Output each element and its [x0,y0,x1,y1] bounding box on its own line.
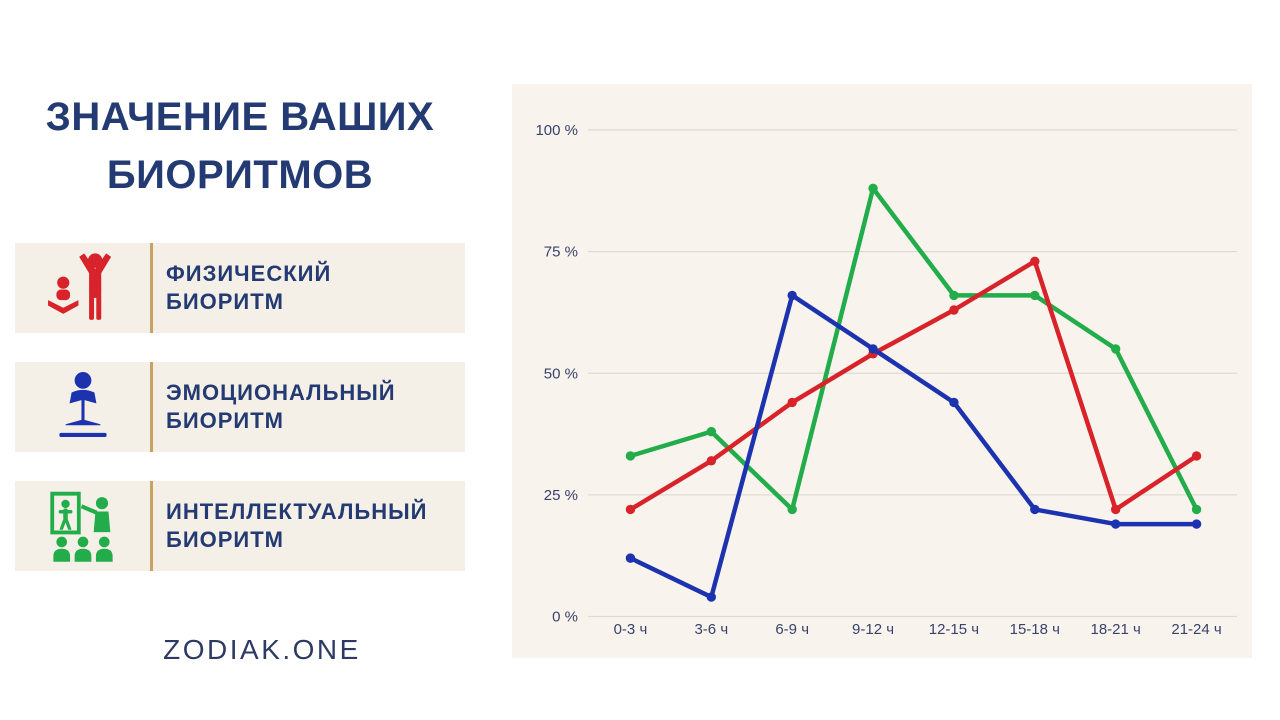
chart-panel: 0 % 25 % 50 % 75 % 100 % 0-3 ч 3-6 ч 6-9 ч 9-12 … [512,84,1252,658]
emotional-series-point [1191,519,1202,529]
intellectual-series-point [706,426,717,437]
legend-label-line-2: БИОРИТМ [166,527,284,552]
x-axis-tick-label: 12-15 ч [929,621,979,638]
emotional-series-point [868,344,878,354]
intellectual-series-point [1191,504,1202,515]
legend-divider [150,243,153,333]
physical-series-point [1110,504,1121,515]
legend-divider [150,481,153,571]
x-axis-tick-label: 3-6 ч [694,621,728,638]
emotional-series-point [949,397,959,408]
physical-series-point [1030,256,1040,267]
y-axis-tick-label: 0 % [552,609,578,626]
legend-item-intellectual-biorhythm: ИНТЕЛЛЕКТУАЛЬНЫЙ БИОРИТМ [15,481,465,571]
biorhythm-line-chart: 0 % 25 % 50 % 75 % 100 % 0-3 ч 3-6 ч 6-9 ч 9-12 … [535,122,1237,638]
person-reading-book-icon [15,362,150,452]
legend-item-physical-biorhythm: ФИЗИЧЕСКИЙ БИОРИТМ [15,243,465,333]
y-axis-tick-label: 50 % [544,365,578,382]
intellectual-series-point [625,451,636,461]
x-axis-tick-label: 15-18 ч [1010,621,1060,638]
intellectual-series-point [1110,344,1121,354]
intellectual-series-point [1030,290,1040,301]
title-line-2: БИОРИТМОВ [106,153,374,197]
physical-series-point [787,397,797,408]
legend-label-line-2: БИОРИТМ [166,289,284,314]
legend-label-line-1: ЭМОЦИОНАЛЬНЫЙ [166,380,396,405]
legend-item-emotional-biorhythm: ЭМОЦИОНАЛЬНЫЙ БИОРИТМ [15,362,465,452]
site-logo-text: ZODIAK.ONE [163,634,361,665]
emotional-series-point [1110,519,1121,529]
x-axis-tick-label: 0-3 ч [614,621,648,638]
legend-label-line-1: ФИЗИЧЕСКИЙ [166,261,332,286]
x-axis-tick-label: 21-24 ч [1171,621,1221,638]
y-axis-tick-label: 75 % [544,244,578,261]
physical-series-point [706,456,717,466]
legend-label-line-2: БИОРИТМ [166,408,284,433]
intellectual-series-point [868,183,878,194]
physical-series-point [1191,451,1202,461]
title-line-1: ЗНАЧЕНИЕ ВАШИХ [45,95,435,139]
emotional-series-point [625,553,636,563]
physical-exercise-icon [15,243,150,333]
y-axis-tick-label: 100 % [535,122,578,139]
x-axis-tick-label: 9-12 ч [852,621,894,638]
physical-series-line [628,259,1199,512]
emotional-series-point [1030,504,1040,515]
legend-label: ИНТЕЛЛЕКТУАЛЬНЫЙ БИОРИТМ [153,481,465,571]
emotional-series-line [628,293,1199,600]
intellectual-series-line [628,186,1199,512]
intellectual-series-point [949,290,959,301]
emotional-series-point [706,592,717,602]
physical-series-point [949,305,959,315]
y-axis-tick-label: 25 % [544,487,578,504]
presentation-audience-icon [15,481,150,571]
legend-label: ЭМОЦИОНАЛЬНЫЙ БИОРИТМ [153,362,465,452]
x-axis-tick-label: 18-21 ч [1091,621,1141,638]
emotional-series-point [787,290,797,301]
legend-divider [150,362,153,452]
intellectual-series-point [787,504,797,515]
x-axis-tick-label: 6-9 ч [775,621,809,638]
page-title: ЗНАЧЕНИЕ ВАШИХ БИОРИТМОВ [15,88,465,204]
legend-label: ФИЗИЧЕСКИЙ БИОРИТМ [153,243,465,333]
physical-series-point [625,504,636,515]
legend-label-line-1: ИНТЕЛЛЕКТУАЛЬНЫЙ [166,499,428,524]
